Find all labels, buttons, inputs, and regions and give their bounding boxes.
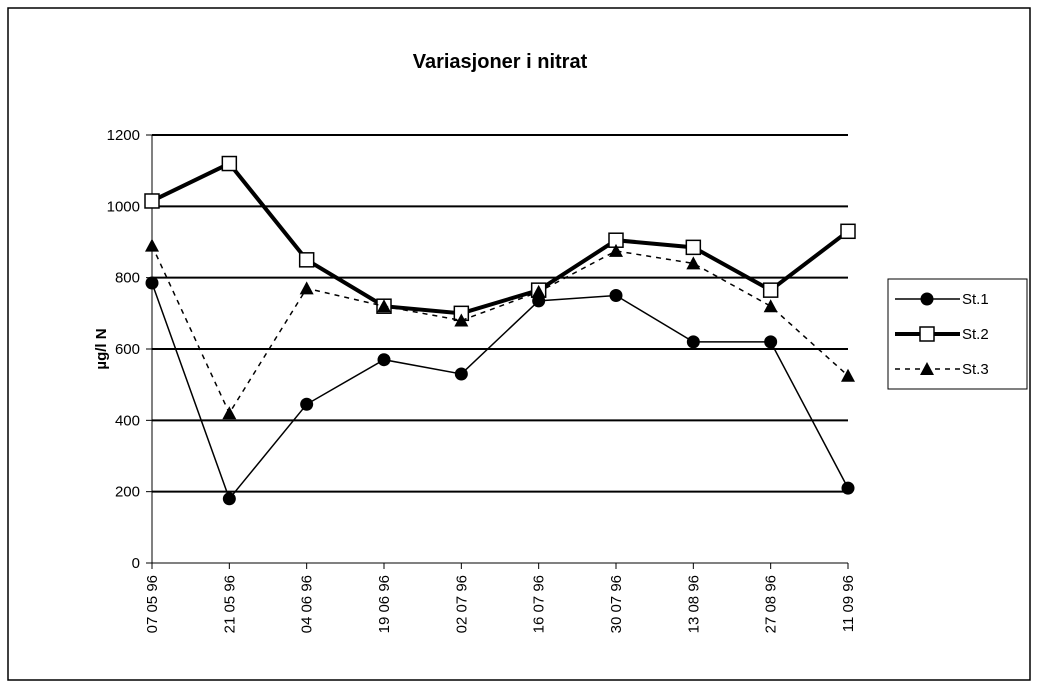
x-tick-label: 11 09 96 xyxy=(840,575,857,632)
chart-border xyxy=(7,7,1031,681)
legend-label: St.1 xyxy=(962,291,989,308)
series-line xyxy=(151,282,849,501)
data-point xyxy=(299,281,314,295)
x-tick-label: 19 06 96 xyxy=(376,575,393,633)
data-point xyxy=(840,223,856,240)
series-line xyxy=(151,245,849,415)
chart-title: Variasjoner i nitrat xyxy=(413,51,588,73)
legend-marker xyxy=(920,292,934,306)
y-tick-label: 800 xyxy=(115,270,140,287)
legend-label: St.2 xyxy=(962,326,989,343)
data-point xyxy=(300,397,314,411)
data-point xyxy=(221,155,238,172)
data-point xyxy=(609,289,623,302)
data-point xyxy=(222,492,236,506)
data-point xyxy=(377,299,391,313)
data-point xyxy=(686,256,701,270)
legend-marker xyxy=(919,326,935,342)
data-point xyxy=(454,367,468,381)
y-tick-label: 1200 xyxy=(107,127,140,144)
data-point xyxy=(144,193,160,209)
data-point xyxy=(145,238,159,252)
x-tick-label: 21 05 96 xyxy=(221,575,238,633)
x-tick-label: 02 07 96 xyxy=(453,575,470,633)
data-point xyxy=(762,282,779,298)
data-point xyxy=(686,335,700,349)
data-point xyxy=(222,406,237,420)
data-point xyxy=(531,284,546,298)
y-tick-label: 600 xyxy=(115,341,140,358)
data-point xyxy=(841,368,855,382)
data-point xyxy=(841,481,855,495)
data-point xyxy=(764,335,778,349)
x-tick-label: 13 08 96 xyxy=(685,575,702,633)
y-tick-label: 400 xyxy=(115,412,140,429)
legend-label: St.3 xyxy=(962,361,989,378)
x-tick-label: 07 05 96 xyxy=(144,575,161,633)
data-point xyxy=(377,353,391,367)
data-point xyxy=(763,299,778,313)
y-tick-label: 1000 xyxy=(107,198,140,215)
y-tick-label: 0 xyxy=(132,555,140,572)
data-point xyxy=(609,243,623,257)
data-point xyxy=(298,252,315,268)
legend-marker xyxy=(920,362,934,375)
x-tick-label: 30 07 96 xyxy=(608,575,625,633)
data-point xyxy=(454,313,469,327)
x-tick-label: 16 07 96 xyxy=(531,575,548,633)
data-point xyxy=(685,239,702,256)
x-tick-label: 04 06 96 xyxy=(299,575,316,633)
x-tick-label: 27 08 96 xyxy=(763,575,780,633)
series-line xyxy=(151,161,850,316)
y-axis-label: µg/l N xyxy=(93,328,110,369)
y-tick-label: 200 xyxy=(115,484,140,501)
data-point xyxy=(145,276,159,290)
